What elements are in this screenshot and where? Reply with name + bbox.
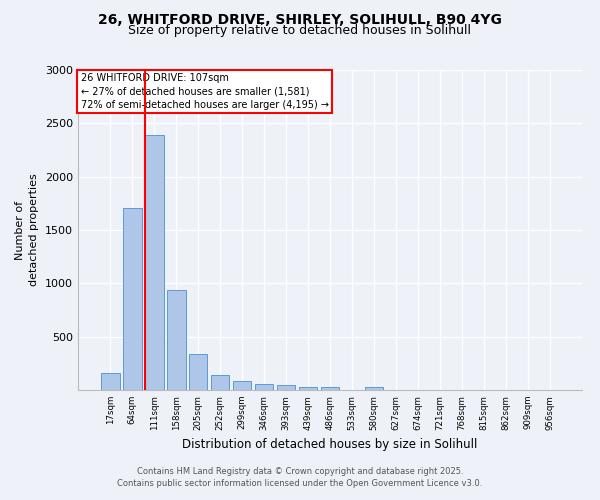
- Text: Contains HM Land Registry data © Crown copyright and database right 2025.: Contains HM Land Registry data © Crown c…: [137, 467, 463, 476]
- Bar: [145, 135, 164, 390]
- Bar: [255, 384, 274, 390]
- Bar: [123, 208, 142, 390]
- Text: 26 WHITFORD DRIVE: 107sqm
← 27% of detached houses are smaller (1,581)
72% of se: 26 WHITFORD DRIVE: 107sqm ← 27% of detac…: [80, 73, 329, 110]
- Text: Size of property relative to detached houses in Solihull: Size of property relative to detached ho…: [128, 24, 472, 37]
- Text: 26, WHITFORD DRIVE, SHIRLEY, SOLIHULL, B90 4YG: 26, WHITFORD DRIVE, SHIRLEY, SOLIHULL, B…: [98, 12, 502, 26]
- Bar: [299, 387, 317, 390]
- Bar: [101, 374, 119, 390]
- Y-axis label: Number of
detached properties: Number of detached properties: [16, 174, 40, 286]
- Bar: [167, 290, 185, 390]
- Bar: [211, 374, 229, 390]
- Bar: [365, 387, 383, 390]
- Bar: [189, 354, 208, 390]
- Bar: [277, 384, 295, 390]
- Text: Contains public sector information licensed under the Open Government Licence v3: Contains public sector information licen…: [118, 478, 482, 488]
- X-axis label: Distribution of detached houses by size in Solihull: Distribution of detached houses by size …: [182, 438, 478, 451]
- Bar: [233, 381, 251, 390]
- Bar: [320, 387, 340, 390]
